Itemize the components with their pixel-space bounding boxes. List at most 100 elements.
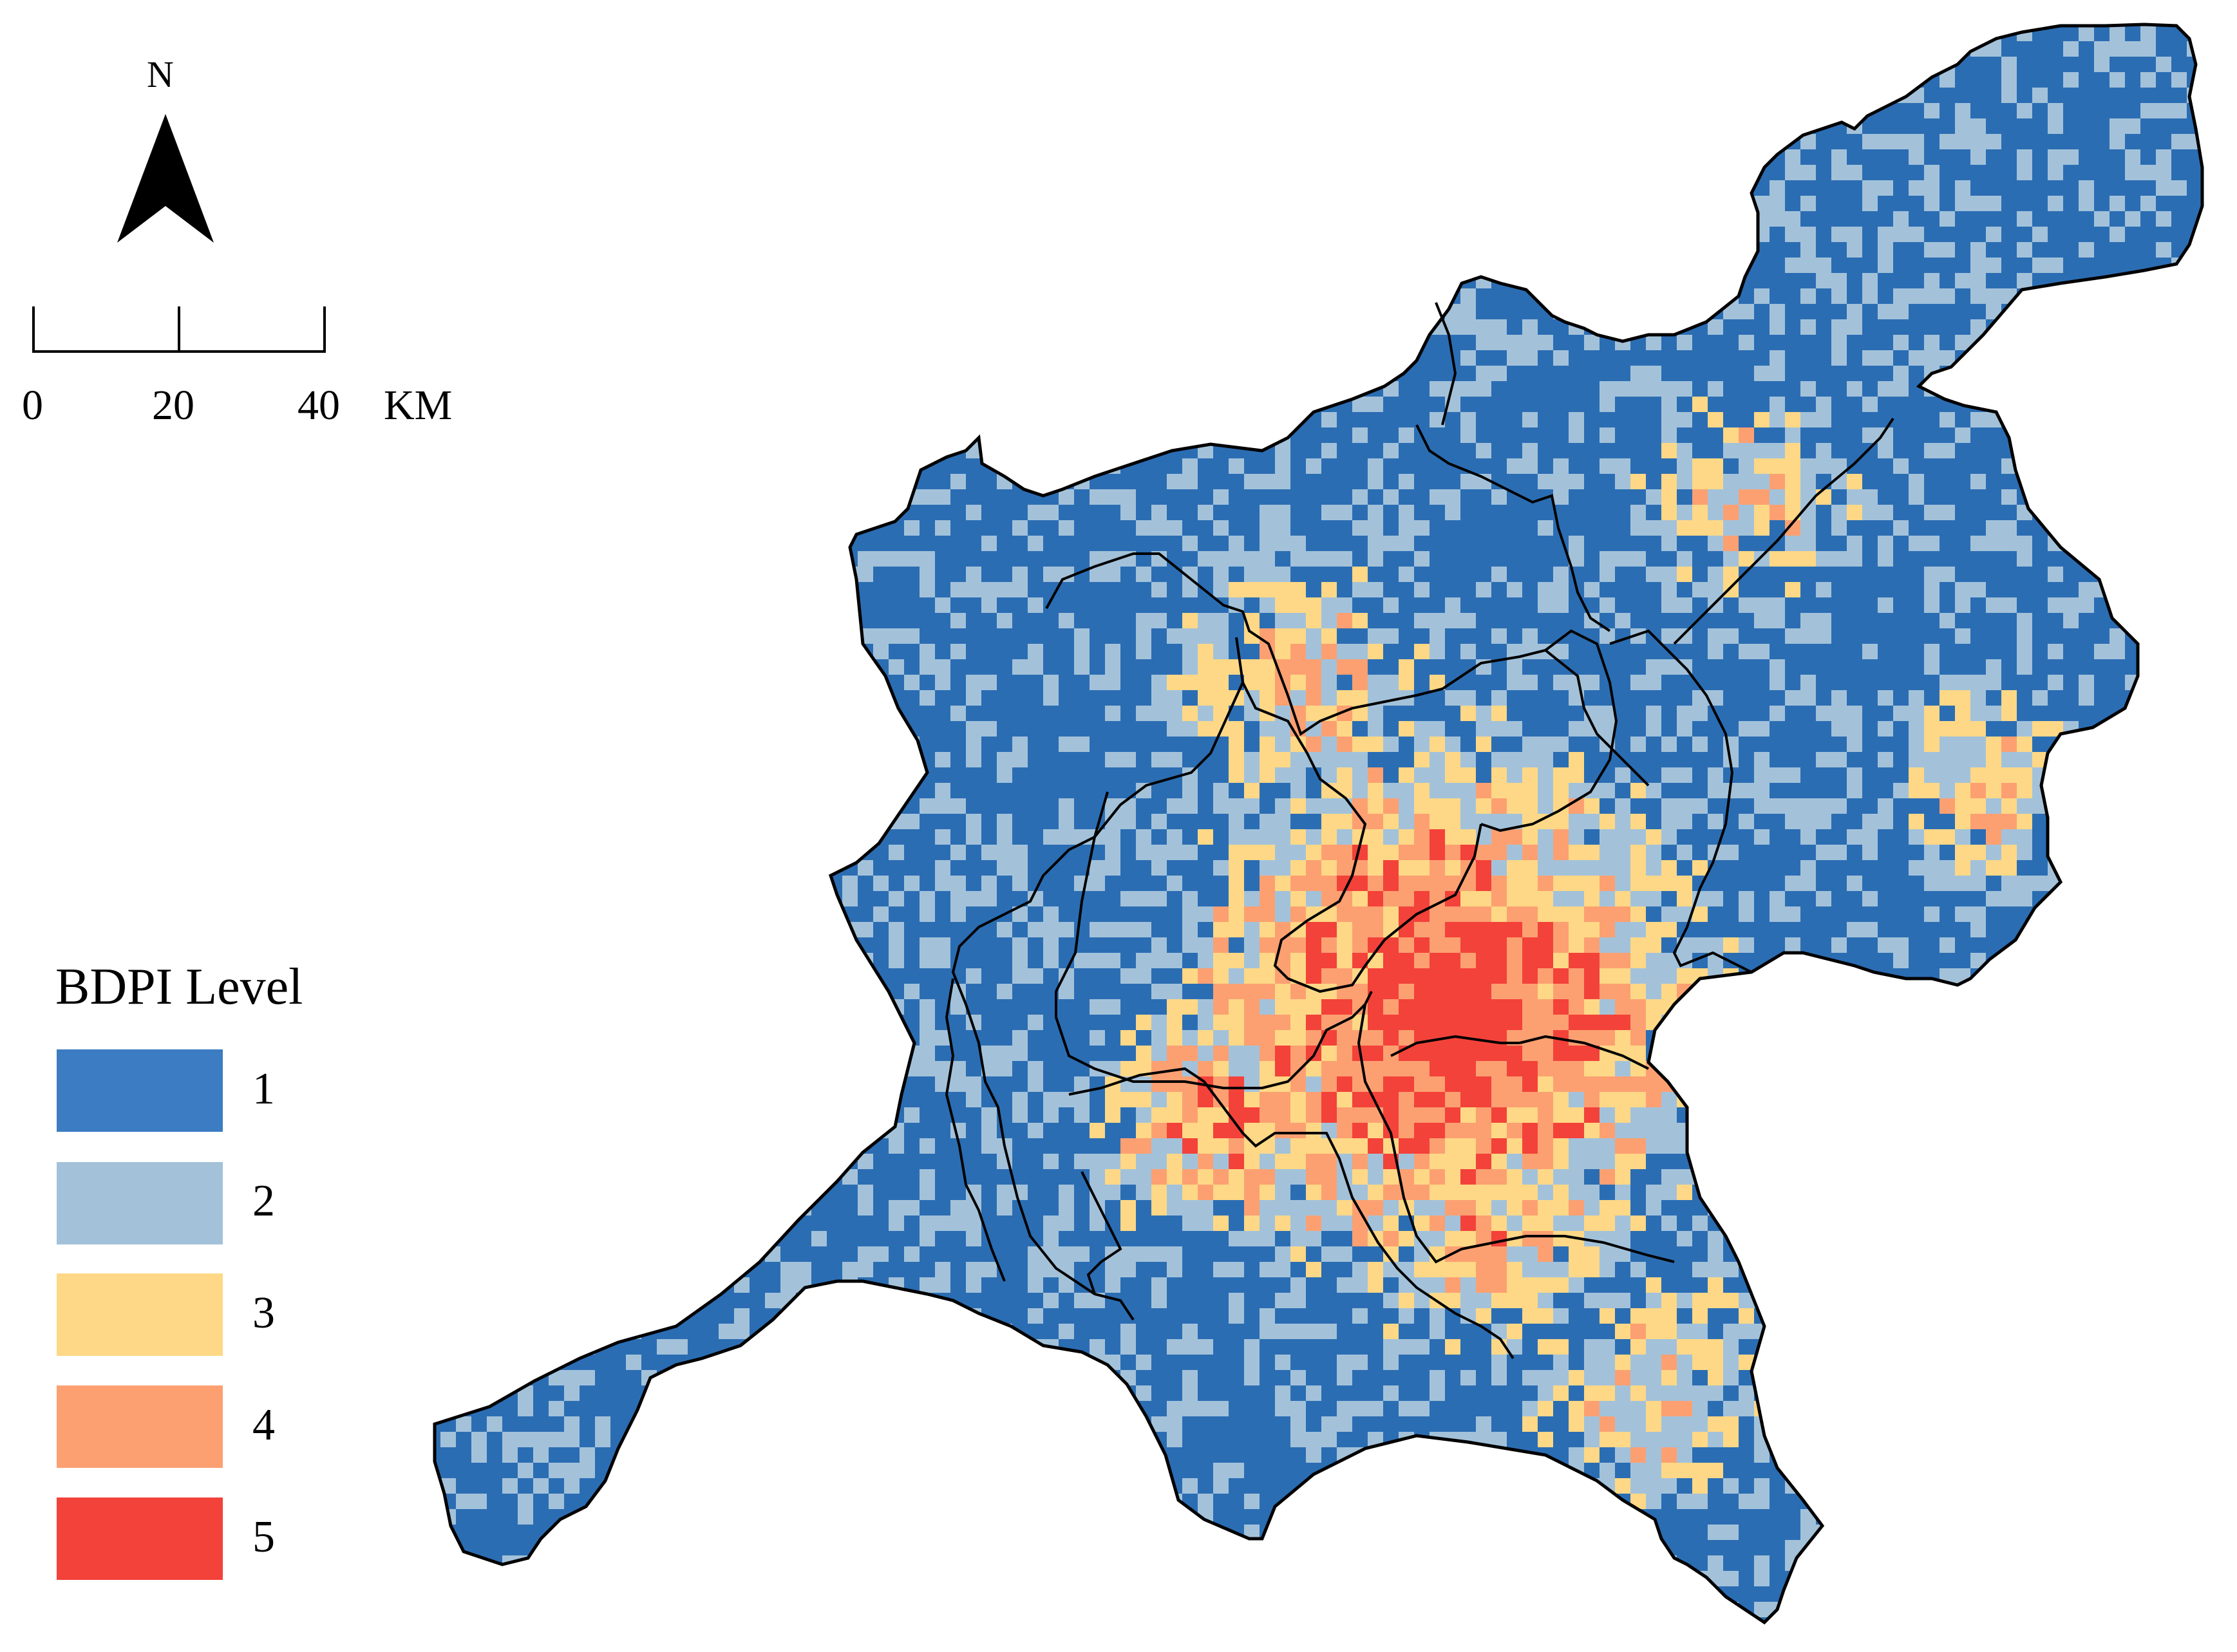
raster-cell	[1986, 1571, 2001, 1586]
raster-cell	[2187, 1216, 2202, 1231]
raster-cell	[564, 567, 580, 582]
raster-cell	[1244, 211, 1260, 227]
raster-cell	[1074, 1555, 1090, 1571]
raster-cell	[935, 366, 950, 381]
raster-cell	[1878, 134, 1893, 149]
raster-cell	[904, 1293, 920, 1308]
raster-cell	[672, 288, 688, 304]
raster-cell	[1940, 505, 1955, 520]
raster-cell	[1661, 1432, 1677, 1447]
raster-cell	[1538, 937, 1553, 953]
raster-cell	[1043, 829, 1059, 845]
raster-cell	[1368, 1200, 1383, 1216]
raster-cell	[1414, 258, 1430, 273]
raster-cell	[595, 1540, 610, 1555]
raster-cell	[1260, 505, 1275, 520]
raster-cell	[502, 118, 518, 134]
raster-cell	[811, 659, 827, 675]
raster-cell	[1785, 489, 1800, 505]
raster-cell	[2156, 814, 2171, 829]
raster-cell	[1445, 999, 1460, 1015]
raster-cell	[1847, 1216, 1862, 1231]
raster-cell	[1105, 1107, 1120, 1123]
raster-cell	[1012, 752, 1028, 767]
raster-cell	[1491, 891, 1507, 906]
raster-cell	[1198, 706, 1213, 721]
raster-cell	[966, 675, 981, 690]
raster-cell	[734, 1586, 750, 1602]
raster-cell	[1646, 1617, 1661, 1622]
raster-cell	[1430, 1385, 1445, 1401]
raster-cell	[1538, 1231, 1553, 1246]
raster-cell	[1584, 1494, 1600, 1509]
raster-cell	[1661, 1385, 1677, 1401]
raster-cell	[1522, 953, 1538, 968]
raster-cell	[796, 458, 811, 474]
raster-cell	[889, 1478, 904, 1494]
raster-cell	[657, 474, 672, 489]
raster-cell	[1661, 1107, 1677, 1123]
raster-cell	[1337, 659, 1352, 675]
raster-cell	[1538, 1061, 1553, 1076]
raster-cell	[1831, 149, 1847, 165]
raster-cell	[1970, 273, 1986, 288]
raster-cell	[456, 72, 471, 88]
raster-cell	[780, 165, 796, 180]
raster-cell	[1306, 690, 1321, 706]
raster-cell	[471, 798, 487, 814]
raster-cell	[719, 767, 734, 783]
raster-cell	[780, 1555, 796, 1571]
raster-cell	[2017, 721, 2032, 737]
raster-cell	[966, 366, 981, 381]
raster-cell	[1337, 999, 1352, 1015]
raster-cell	[1878, 505, 1893, 520]
raster-cell	[780, 1030, 796, 1046]
district-boundary	[1390, 1035, 1520, 1057]
raster-cell	[1677, 1046, 1692, 1061]
raster-cell	[889, 1494, 904, 1509]
raster-cell	[1692, 57, 1708, 72]
raster-cell	[1430, 1185, 1445, 1200]
raster-cell	[1553, 644, 1569, 659]
raster-cell	[1491, 227, 1507, 242]
raster-cell	[641, 1138, 657, 1154]
raster-cell	[1569, 1169, 1584, 1185]
raster-cell	[580, 88, 595, 103]
raster-cell	[858, 72, 873, 88]
raster-cell	[2094, 381, 2110, 397]
raster-cell	[1059, 57, 1074, 72]
raster-cell	[1893, 1138, 1909, 1154]
raster-cell	[1182, 999, 1198, 1015]
raster-cell	[2063, 41, 2079, 57]
legend-swatch-3	[57, 1273, 223, 1356]
raster-cell	[1646, 922, 1661, 937]
raster-cell	[966, 1231, 981, 1246]
raster-cell	[1414, 165, 1430, 180]
raster-cell	[1491, 1355, 1507, 1370]
raster-cell	[1306, 659, 1321, 675]
raster-cell	[1306, 1076, 1321, 1092]
raster-cell	[2140, 319, 2156, 335]
raster-cell	[703, 319, 719, 335]
raster-cell	[688, 26, 703, 41]
raster-cell	[1661, 567, 1677, 582]
raster-cell	[1878, 1030, 1893, 1046]
raster-cell	[435, 1061, 440, 1076]
raster-cell	[564, 999, 580, 1015]
raster-cell	[1785, 582, 1800, 597]
raster-cell	[1430, 1231, 1445, 1246]
raster-cell	[1507, 582, 1522, 597]
raster-cell	[1352, 1571, 1368, 1586]
raster-cell	[1986, 845, 2001, 860]
raster-cell	[873, 1478, 889, 1494]
raster-cell	[2110, 505, 2125, 520]
raster-cell	[858, 860, 873, 876]
raster-cell	[1785, 767, 1800, 783]
raster-cell	[549, 891, 564, 906]
raster-cell	[1986, 536, 2001, 551]
raster-cell	[435, 783, 440, 798]
raster-cell	[1491, 798, 1507, 814]
raster-cell	[1476, 999, 1491, 1015]
raster-cell	[1538, 335, 1553, 350]
raster-cell	[1120, 1339, 1136, 1355]
